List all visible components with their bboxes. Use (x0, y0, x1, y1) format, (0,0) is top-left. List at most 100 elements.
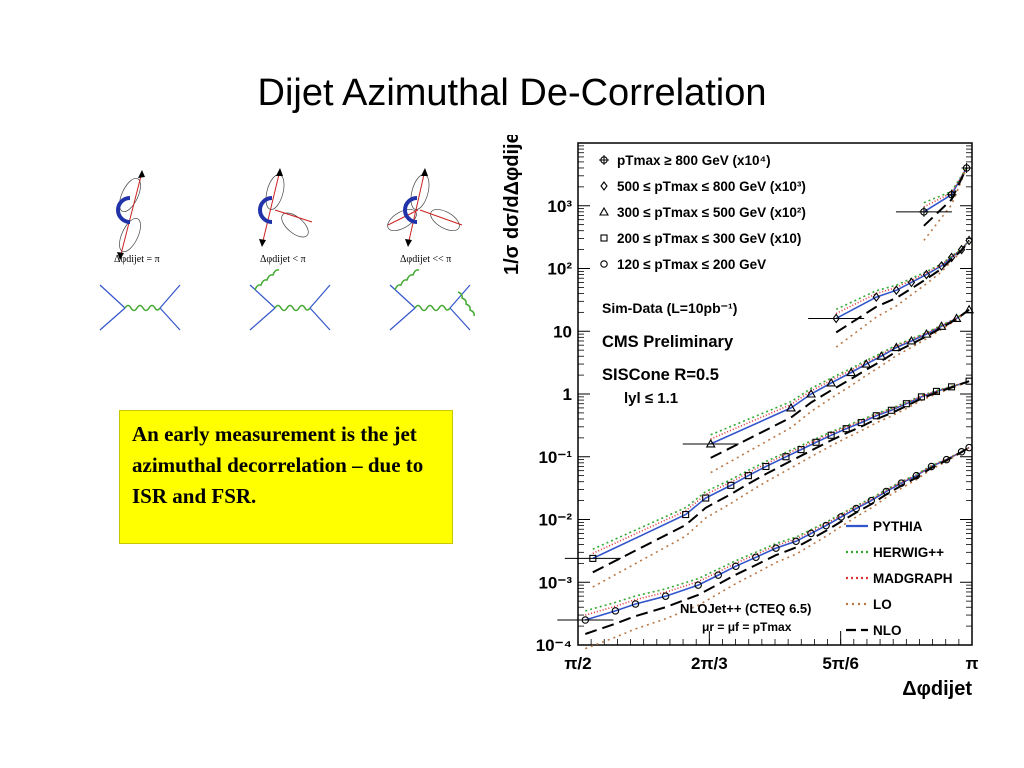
arrowhead (117, 252, 124, 260)
y-tick-label: 10⁻¹ (538, 448, 572, 467)
diagram-label-1: Δφdijet = π (114, 254, 160, 265)
jet-axis (274, 209, 313, 223)
feynman-diagram-2 (249, 269, 331, 331)
madgraph-curve (835, 239, 970, 315)
callout-text: An early measurement is the jet azimutha… (132, 422, 424, 508)
herwig-curve (585, 446, 970, 612)
data-point (937, 260, 946, 271)
diagram-label-2: Δφdijet < π (260, 254, 306, 265)
data-point (807, 529, 815, 538)
feynman-diagram-1 (99, 284, 181, 331)
data-point (965, 443, 973, 452)
annotation: CMS Preliminary (602, 333, 734, 351)
data-point (727, 481, 735, 489)
annotation: μr = μf = pTmax (702, 620, 792, 634)
event-back-to-back (116, 170, 145, 260)
data-point (857, 419, 865, 427)
jet-axis (261, 169, 281, 246)
data-point (936, 321, 947, 330)
data-point (782, 453, 790, 461)
data-point (827, 431, 835, 439)
legend-top-label: 200 ≤ pTmax ≤ 300 GeV (x10) (617, 231, 801, 246)
data-point (599, 206, 609, 216)
azimuth-arc (116, 196, 131, 224)
data-point (846, 367, 857, 377)
azimuth-arc (403, 196, 418, 224)
jet-axis (119, 171, 143, 259)
y-axis-label: 1/σ dσ/dΔφdijet (501, 135, 523, 275)
legend-bottom-label: LO (873, 597, 892, 612)
data-point (897, 479, 906, 487)
legend-top-label: 500 ≤ pTmax ≤ 800 GeV (x10³) (617, 179, 806, 194)
legend-top-label: 120 ≤ pTmax ≤ 200 GeV (617, 257, 766, 272)
gluon-line (274, 304, 311, 312)
data-point (922, 269, 931, 280)
data-point (921, 329, 932, 338)
data-point (786, 402, 796, 412)
data-point (702, 494, 710, 502)
data-point (822, 521, 830, 530)
nlo-curve (584, 446, 970, 635)
y-tick-label: 10⁻² (538, 511, 572, 530)
madgraph-curve (923, 167, 968, 208)
azimuth-arc (258, 196, 273, 224)
data-point (837, 513, 845, 521)
gluon-line (414, 304, 451, 312)
data-point (957, 244, 966, 255)
diagram-label-3: Δφdijet << π (400, 254, 451, 265)
dphi-plot: 10⁻⁴ 10⁻³ 10⁻² 10⁻¹ 1 10 10² 10³ π/2 2π/3 5π/6 π 1/σ… (501, 135, 979, 700)
data-point (907, 277, 916, 288)
data-point (631, 600, 640, 608)
nlo-curve (592, 380, 970, 574)
legend-bottom-label: NLO (873, 623, 902, 638)
herwig-curve (710, 309, 970, 436)
madgraph-curve (585, 446, 970, 616)
arrowhead (138, 170, 145, 178)
data-point (887, 406, 895, 414)
data-point (744, 472, 752, 480)
data-point (806, 388, 817, 398)
x-tick-label: π (965, 654, 978, 673)
jet-axis (407, 169, 426, 246)
data-point (892, 285, 901, 296)
gluon-radiation (457, 291, 475, 317)
x-tick-label: π/2 (564, 654, 591, 673)
jet-cone-outline (430, 209, 460, 231)
jet-cone-outline (119, 217, 141, 253)
jet-axis (419, 209, 463, 226)
gluon-radiation (254, 269, 280, 291)
annotation: SISCone R=0.5 (602, 366, 719, 384)
y-tick-label: 10² (547, 260, 572, 279)
legend-top-label: pTmax ≥ 800 GeV (x10⁴) (617, 153, 771, 168)
data-point (682, 510, 690, 519)
data-point (812, 438, 820, 446)
feynman-diagram-3 (389, 269, 475, 331)
data-point (882, 487, 891, 496)
jet-cone-outline (281, 212, 309, 238)
data-point (917, 393, 925, 401)
arrowhead (405, 239, 412, 247)
data-point (927, 462, 936, 471)
data-point (902, 400, 910, 408)
data-point (600, 181, 608, 191)
legend-bottom-label: MADGRAPH (873, 571, 953, 586)
slide-title: Dijet Azimuthal De-Correlation (257, 72, 767, 114)
data-point (600, 234, 608, 242)
gluon-line (124, 304, 161, 312)
feynman-diagrams: Δφdijet = π Δφdijet < π Δφdijet << π (99, 168, 475, 331)
data-point (912, 471, 921, 480)
data-point (705, 438, 716, 448)
data-point (732, 562, 740, 570)
data-point (797, 446, 805, 454)
event-decorrelated (258, 168, 313, 247)
data-point (714, 571, 723, 579)
data-point (762, 462, 770, 471)
data-point (600, 260, 608, 268)
data-point (589, 554, 597, 562)
legend-bottom-label: HERWIG++ (873, 545, 944, 560)
data-point (867, 496, 876, 505)
data-point (832, 313, 840, 324)
y-tick-label: 10⁻³ (538, 573, 572, 592)
arrowhead (259, 239, 266, 247)
nlo-curve (835, 239, 970, 334)
